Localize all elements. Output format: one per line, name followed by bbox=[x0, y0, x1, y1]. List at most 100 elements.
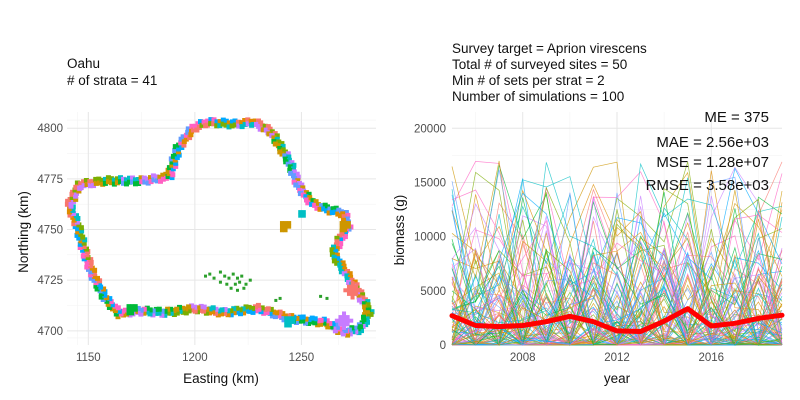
map-title-line-1: Oahu bbox=[67, 56, 100, 71]
map-stratum-cell bbox=[100, 181, 106, 187]
map-stratum-cell bbox=[360, 292, 366, 298]
map-stratum-cell bbox=[368, 311, 374, 317]
map-stratum-cell bbox=[327, 321, 333, 326]
simulation-line bbox=[451, 246, 783, 346]
map-stratum-cell bbox=[70, 207, 76, 213]
map-stratum-cell bbox=[138, 307, 144, 313]
map-stratum-cell bbox=[305, 200, 311, 206]
stat-mse: MSE = 1.28e+07 bbox=[656, 154, 769, 171]
map-stratum-cell bbox=[133, 307, 138, 312]
map-stratum-cell bbox=[263, 127, 269, 133]
map-stratum-cell bbox=[108, 180, 114, 186]
map-stratum-cell bbox=[312, 320, 318, 326]
map-stratum-cell bbox=[77, 241, 83, 247]
map-stratum-cell bbox=[109, 302, 115, 308]
map-stratum-cell bbox=[180, 305, 186, 311]
map-x-tick-label: 1250 bbox=[289, 352, 315, 364]
map-stratum-cell bbox=[222, 307, 228, 312]
simulation-line bbox=[452, 255, 782, 346]
map-stratum-cell bbox=[105, 301, 111, 307]
line-x-tick-label: 2016 bbox=[698, 352, 724, 364]
map-stratum-cell bbox=[271, 309, 277, 315]
map-stratum-cell bbox=[147, 311, 153, 317]
map-stratum-cell bbox=[315, 322, 321, 328]
map-stratum-cell bbox=[68, 203, 74, 209]
map-stratum-cell bbox=[220, 121, 226, 127]
map-stratum-cell bbox=[243, 304, 249, 310]
map-stratum-cell bbox=[150, 308, 156, 314]
map-stratum-cell bbox=[144, 305, 150, 311]
map-stratum-cell bbox=[250, 306, 255, 311]
map-stratum-cell bbox=[334, 318, 339, 323]
line-title-line-4: Number of simulations = 100 bbox=[452, 89, 624, 104]
map-stratum-cell bbox=[174, 310, 180, 316]
map-stratum-cell bbox=[78, 225, 84, 231]
map-stratum-cell bbox=[285, 161, 291, 167]
map-stratum-cell bbox=[337, 244, 343, 250]
map-stratum-cell bbox=[282, 153, 288, 159]
map-stratum-cell bbox=[260, 127, 266, 133]
map-stratum-cell bbox=[169, 162, 175, 168]
map-stratum-cell bbox=[199, 122, 205, 128]
map-stratum-cell bbox=[250, 309, 256, 315]
map-stratum-cell bbox=[234, 309, 240, 315]
map-stratum-cell bbox=[116, 308, 122, 314]
map-y-tick-labels: 4700 4725 4750 4775 4800 bbox=[37, 123, 63, 338]
map-stratum-cell bbox=[66, 209, 72, 215]
map-x-tick-label: 1200 bbox=[182, 352, 208, 364]
map-stratum-cell bbox=[279, 141, 285, 147]
map-stratum-cell bbox=[312, 202, 318, 208]
map-stratum-cell bbox=[87, 179, 93, 185]
map-stratum-cell bbox=[144, 309, 150, 315]
line-y-tick-label: 0 bbox=[440, 340, 446, 352]
map-inland-cell bbox=[244, 282, 248, 286]
map-stratum-cell bbox=[347, 271, 353, 277]
map-stratum-cell bbox=[356, 330, 362, 336]
map-stratum-cell bbox=[334, 246, 340, 252]
map-stratum-cell bbox=[76, 222, 82, 228]
map-stratum-cell bbox=[286, 154, 292, 160]
map-stratum-cell bbox=[183, 306, 189, 312]
map-stratum-cell bbox=[187, 135, 193, 141]
map-stratum-cell bbox=[130, 311, 135, 316]
map-stratum-cell bbox=[282, 156, 288, 162]
map-stratum-cell bbox=[183, 310, 189, 316]
map-stratum-cell bbox=[350, 284, 355, 289]
map-stratum-cell bbox=[108, 299, 114, 305]
map-stratum-cell bbox=[350, 291, 355, 296]
map-stratum-cell bbox=[104, 298, 110, 304]
map-stratum-cell bbox=[338, 318, 343, 323]
map-stratum-cell bbox=[151, 177, 157, 183]
map-stratum-cell bbox=[90, 179, 96, 185]
map-stratum-cell bbox=[162, 308, 168, 314]
map-stratum-cell bbox=[135, 309, 141, 315]
line-y-tick-label: 10000 bbox=[414, 232, 446, 244]
map-stratum-cell bbox=[192, 308, 198, 314]
map-stratum-cell bbox=[339, 228, 344, 233]
map-stratum-cell bbox=[285, 151, 291, 157]
map-inland-cell bbox=[229, 286, 233, 290]
map-stratum-cell bbox=[154, 178, 160, 184]
map-stratum-cell bbox=[150, 173, 156, 179]
simulation-line bbox=[451, 276, 783, 346]
map-stratum-cell bbox=[342, 322, 347, 327]
map-stratum-cell bbox=[337, 258, 343, 264]
map-stratum-cell bbox=[91, 277, 97, 283]
map-stratum-cell bbox=[138, 175, 144, 181]
map-stratum-cell bbox=[126, 307, 131, 312]
map-stratum-cell bbox=[362, 312, 368, 318]
map-stratum-cell bbox=[148, 179, 154, 185]
map-panel: Oahu # of strata = 41 1150 1200 1250 47004… bbox=[16, 56, 376, 386]
map-stratum-cell bbox=[203, 310, 209, 316]
map-stratum-cell bbox=[93, 176, 99, 182]
map-stratum-cell bbox=[127, 175, 132, 181]
map-stratum-cell bbox=[361, 314, 366, 320]
map-stratum-cell bbox=[287, 323, 292, 328]
mean-biomass-line bbox=[449, 306, 785, 334]
map-stratum-cell bbox=[204, 122, 210, 128]
simulation-line bbox=[451, 247, 783, 346]
map-y-tick-label: 4800 bbox=[37, 123, 63, 135]
map-stratum-cell bbox=[365, 313, 371, 319]
map-inland-cell bbox=[238, 280, 242, 284]
map-stratum-cell bbox=[97, 288, 103, 294]
